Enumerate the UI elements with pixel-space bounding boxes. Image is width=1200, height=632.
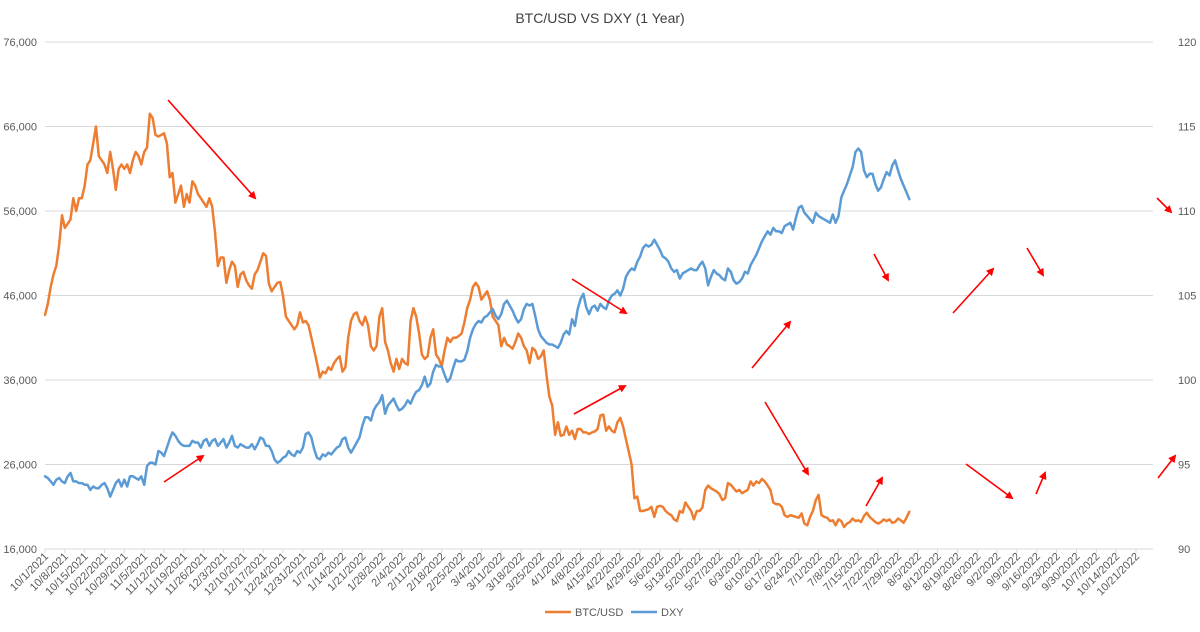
left-y-axis: 16,000 26,000 36,000 46,000 56,000 66,000 76,0… <box>3 37 37 556</box>
chart-title: BTC/USD VS DXY (1 Year) <box>515 10 684 26</box>
annotation-arrow <box>573 385 627 415</box>
right-y-tick-label: 115 <box>1178 122 1196 134</box>
annotation-arrow <box>865 476 883 507</box>
left-y-tick-label: 26,000 <box>3 460 37 472</box>
right-y-tick-label: 100 <box>1178 375 1196 387</box>
annotation-arrow <box>873 253 889 282</box>
left-y-tick-label: 36,000 <box>3 375 37 387</box>
annotation-arrow <box>1156 197 1173 214</box>
annotation-arrow <box>167 99 257 200</box>
legend-label: DXY <box>661 607 684 619</box>
series-line-btc-usd <box>43 112 911 529</box>
right-y-tick-label: 95 <box>1178 460 1190 472</box>
annotation-arrow <box>1026 247 1045 277</box>
annotation-arrow <box>965 463 1014 500</box>
annotation-arrow <box>751 320 792 369</box>
legend: BTC/USD DXY <box>545 607 684 619</box>
annotation-arrows <box>163 99 1177 507</box>
left-y-tick-label: 76,000 <box>3 37 37 49</box>
gridlines <box>45 41 1153 550</box>
annotation-arrow <box>163 454 205 483</box>
series-lines <box>43 112 911 529</box>
annotation-arrow <box>571 278 628 315</box>
annotation-arrow <box>1035 471 1047 495</box>
right-y-tick-label: 105 <box>1178 291 1196 303</box>
legend-label: BTC/USD <box>575 607 623 619</box>
left-y-tick-label: 56,000 <box>3 206 37 218</box>
right-y-tick-label: 110 <box>1178 206 1196 218</box>
right-y-axis: 90 95 100 105 110 115 120 <box>1178 37 1196 556</box>
x-axis: 10/1/202110/8/202110/15/202110/22/202110… <box>8 549 1142 598</box>
annotation-arrow <box>952 267 995 314</box>
right-y-tick-label: 90 <box>1178 544 1190 556</box>
left-y-tick-label: 46,000 <box>3 291 37 303</box>
left-y-tick-label: 66,000 <box>3 122 37 134</box>
annotation-arrow <box>764 401 810 476</box>
annotation-arrow <box>1157 454 1177 479</box>
series-line-dxy <box>43 147 911 498</box>
left-y-tick-label: 16,000 <box>3 544 37 556</box>
right-y-tick-label: 120 <box>1178 37 1196 49</box>
